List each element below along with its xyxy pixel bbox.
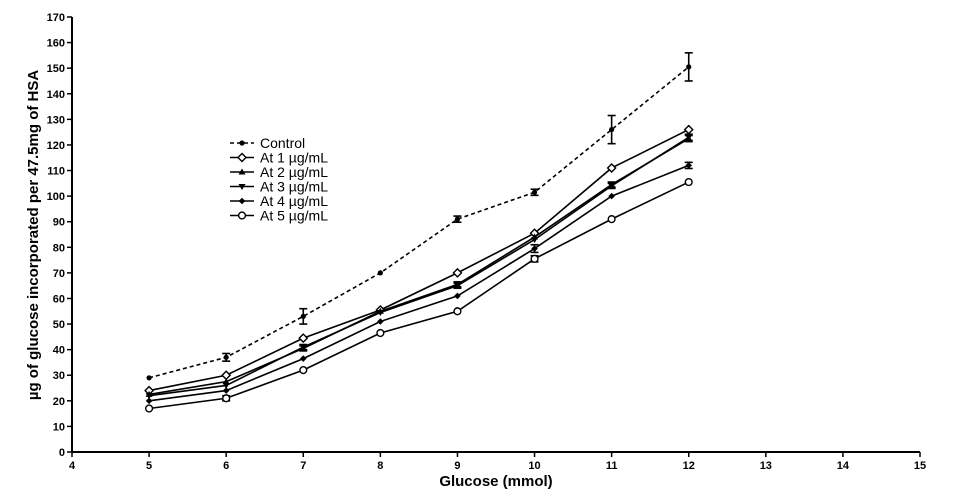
legend-marker xyxy=(237,152,247,163)
y-tick-label: 80 xyxy=(53,242,65,254)
y-tick-label: 0 xyxy=(59,447,65,459)
y-tick-label: 60 xyxy=(53,293,65,305)
data-point xyxy=(531,237,539,244)
series-line xyxy=(148,128,690,392)
series-line xyxy=(148,136,690,397)
data-point xyxy=(608,192,615,200)
x-tick-label: 13 xyxy=(760,460,772,472)
legend-marker xyxy=(238,184,246,190)
legend-marker xyxy=(239,140,245,146)
legend-label: At 3 µg/mL xyxy=(260,179,328,195)
data-point xyxy=(376,310,384,317)
x-tick-label: 12 xyxy=(683,460,695,472)
legend-label: At 2 µg/mL xyxy=(260,164,328,180)
legend-marker xyxy=(238,197,246,205)
x-tick-label: 11 xyxy=(606,460,618,472)
data-point xyxy=(607,215,616,224)
data-point xyxy=(453,283,461,290)
x-tick-label: 4 xyxy=(69,460,76,472)
legend-label: At 4 µg/mL xyxy=(260,193,328,209)
series-line xyxy=(148,66,690,379)
x-tick-label: 14 xyxy=(837,460,850,472)
data-point xyxy=(686,64,692,70)
data-point xyxy=(223,354,229,360)
data-point xyxy=(531,245,538,252)
data-point xyxy=(146,375,152,381)
data-point xyxy=(454,292,461,300)
data-point xyxy=(222,394,231,403)
y-tick-label: 40 xyxy=(53,345,65,357)
data-point xyxy=(685,134,693,141)
data-point xyxy=(452,267,463,278)
data-point xyxy=(222,378,230,385)
data-point xyxy=(530,254,539,263)
data-point xyxy=(453,307,462,316)
x-tick-label: 5 xyxy=(146,460,152,472)
x-tick-label: 7 xyxy=(300,460,306,472)
legend-marker xyxy=(237,211,247,220)
series-line xyxy=(148,164,690,402)
data-point xyxy=(145,397,153,405)
data-point xyxy=(608,183,616,190)
data-point xyxy=(683,124,694,135)
y-tick-label: 160 xyxy=(47,38,65,50)
y-tick-label: 30 xyxy=(53,370,65,382)
y-axis-title: µg of glucose incorporated per 47.5mg of… xyxy=(25,70,42,401)
data-point xyxy=(685,162,693,169)
x-tick-label: 10 xyxy=(528,460,540,472)
data-point xyxy=(145,393,153,400)
y-tick-label: 90 xyxy=(53,217,65,229)
x-tick-label: 15 xyxy=(914,460,926,472)
y-tick-label: 130 xyxy=(47,114,65,126)
series-line xyxy=(148,181,690,410)
y-tick-label: 110 xyxy=(47,166,65,178)
data-point xyxy=(609,126,615,133)
legend-label: At 1 µg/mL xyxy=(260,150,328,166)
data-point xyxy=(684,177,693,187)
data-point xyxy=(222,387,230,394)
legend-label: At 5 µg/mL xyxy=(260,208,328,224)
data-point xyxy=(300,313,306,319)
data-point xyxy=(222,382,230,389)
data-point xyxy=(531,189,538,195)
data-point xyxy=(299,355,307,362)
series-line xyxy=(148,137,690,396)
y-tick-label: 100 xyxy=(47,191,65,203)
x-tick-label: 9 xyxy=(454,460,460,472)
data-point xyxy=(299,366,308,375)
y-tick-label: 10 xyxy=(53,421,65,433)
x-axis-title: Glucose (mmol) xyxy=(439,473,552,490)
data-point xyxy=(144,404,154,413)
x-tick-label: 6 xyxy=(223,460,229,472)
y-tick-label: 20 xyxy=(53,396,65,408)
x-tick-label: 8 xyxy=(377,460,383,472)
y-tick-label: 170 xyxy=(47,12,65,24)
data-point xyxy=(377,270,383,276)
data-point xyxy=(221,370,232,381)
y-tick-label: 50 xyxy=(53,319,65,331)
y-tick-label: 150 xyxy=(47,63,65,75)
data-point xyxy=(377,318,384,325)
y-tick-label: 70 xyxy=(53,268,65,280)
y-tick-label: 120 xyxy=(47,140,65,152)
data-point xyxy=(454,216,461,222)
data-point xyxy=(299,344,307,351)
legend-marker xyxy=(238,168,246,175)
data-point xyxy=(376,328,385,338)
data-point xyxy=(606,162,617,173)
y-tick-label: 140 xyxy=(47,89,65,101)
data-point xyxy=(298,333,309,344)
legend-label: Control xyxy=(260,135,305,151)
